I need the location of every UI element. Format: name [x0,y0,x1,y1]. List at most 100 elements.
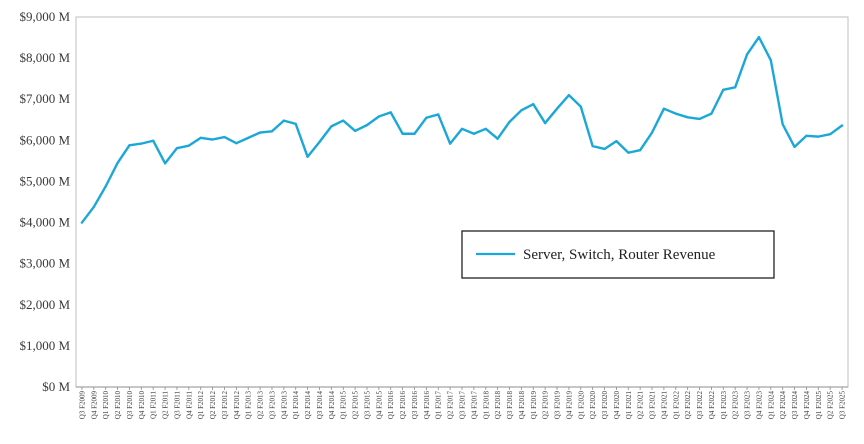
x-tick-label: Q1 F2018 [482,391,490,420]
data-point [520,109,523,112]
data-point [722,88,725,91]
x-tick-label: Q3 F2010 [126,391,134,420]
x-tick-label: Q1 F2012 [197,391,205,420]
x-tick-label: Q3 F2016 [411,391,419,420]
x-tick-label: Q1 F2015 [340,391,348,420]
x-tick-label: Q2 F2012 [209,391,217,420]
data-point [686,116,689,119]
data-point [223,135,226,139]
x-tick-label: Q3 F2020 [601,391,609,420]
data-point [817,135,820,138]
x-tick-label: Q2 F2010 [114,391,122,420]
legend-label: Server, Switch, Router Revenue [523,247,716,263]
data-point [449,142,452,145]
data-point [508,120,511,123]
data-point [627,151,630,154]
x-tick-label: Q1 F2021 [625,391,633,420]
data-point [603,147,606,151]
x-tick-label: Q4 F2013 [280,391,288,420]
x-tick-label: Q3 F2018 [506,391,514,420]
data-point [579,105,582,108]
y-tick-label: $2,000 M [19,297,70,312]
data-point [377,115,380,118]
data-point [199,136,202,139]
data-point [555,107,559,110]
x-tick-label: Q2 F2018 [494,391,502,420]
x-tick-label: Q2 F2019 [542,391,550,420]
data-point [650,131,654,134]
data-point [781,123,784,126]
data-point [639,149,642,152]
x-tick-label: Q1 F2023 [720,391,728,420]
legend: Server, Switch, Router Revenue [461,230,775,279]
y-tick-label: $1,000 M [19,338,70,353]
x-tick-label: Q2 F2021 [637,391,645,420]
data-point [175,147,179,150]
x-tick-label: Q4 F2015 [375,391,383,420]
data-point [425,116,428,119]
y-tick-label: $3,000 M [19,256,70,271]
data-point [591,144,594,148]
data-point [318,140,321,144]
data-point [544,121,547,125]
data-point [472,132,475,135]
y-tick-label: $5,000 M [19,173,70,188]
data-point [187,144,190,147]
x-tick-label: Q1 F2025 [815,391,823,420]
data-point [615,140,618,143]
x-tick-label: Q3 F2009 [78,391,86,420]
data-point [270,130,274,133]
data-point [389,111,392,114]
data-point [282,119,285,122]
x-tick-label: Q4 F2024 [803,391,811,420]
x-tick-label: Q3 F2023 [744,391,752,420]
x-tick-label: Q3 F2025 [839,391,847,420]
x-tick-label: Q4 F2022 [708,391,716,420]
x-tick-label: Q2 F2022 [684,391,692,420]
data-point [496,137,499,140]
x-tick-label: Q4 F2014 [328,391,336,420]
plot-area-border [75,16,849,388]
data-point [294,122,297,125]
data-point [211,138,214,141]
x-tick-label: Q1 F2014 [292,391,300,420]
x-tick-label: Q4 F2009 [90,391,98,420]
data-point [710,112,713,115]
axes [75,16,849,388]
data-point [247,136,250,139]
data-point [840,124,844,127]
x-tick-label: Q1 F2011 [150,391,158,419]
x-tick-label: Q3 F2024 [791,391,799,420]
data-point [769,59,772,62]
x-tick-label: Q2 F2020 [589,391,597,420]
y-tick-label: $8,000 M [19,50,70,65]
data-point [116,161,119,165]
x-tick-label: Q1 F2019 [530,391,538,420]
data-point [734,86,737,89]
data-point [437,113,440,116]
data-point [235,142,238,145]
x-tick-label: Q1 F2016 [387,391,395,420]
data-point [128,144,131,147]
x-tick-label: Q3 F2015 [363,391,371,420]
data-point [829,133,832,136]
x-tick-label: Q2 F2025 [827,391,835,420]
y-tick-label: $4,000 M [19,215,70,230]
x-tick-label: Q4 F2020 [613,391,621,420]
x-tick-label: Q2 F2023 [732,391,740,420]
x-tick-label: Q4 F2016 [423,391,431,420]
x-tick-label: Q3 F2012 [221,391,229,420]
x-axis-ticks: Q3 F2009 Q4 F2009 Q1 F2010 Q2 F2010 Q3 F2010… [78,387,847,420]
data-point [80,221,84,224]
x-tick-label: Q3 F2019 [554,391,562,420]
data-point [306,155,309,158]
data-point [92,205,95,209]
x-tick-label: Q1 F2013 [245,391,253,420]
x-tick-label: Q3 F2014 [316,391,324,420]
data-point [532,103,535,106]
data-point [365,124,369,127]
x-tick-label: Q1 F2024 [767,391,775,420]
x-tick-label: Q3 F2011 [173,391,181,419]
y-tick-label: $9,000 M [19,9,70,24]
